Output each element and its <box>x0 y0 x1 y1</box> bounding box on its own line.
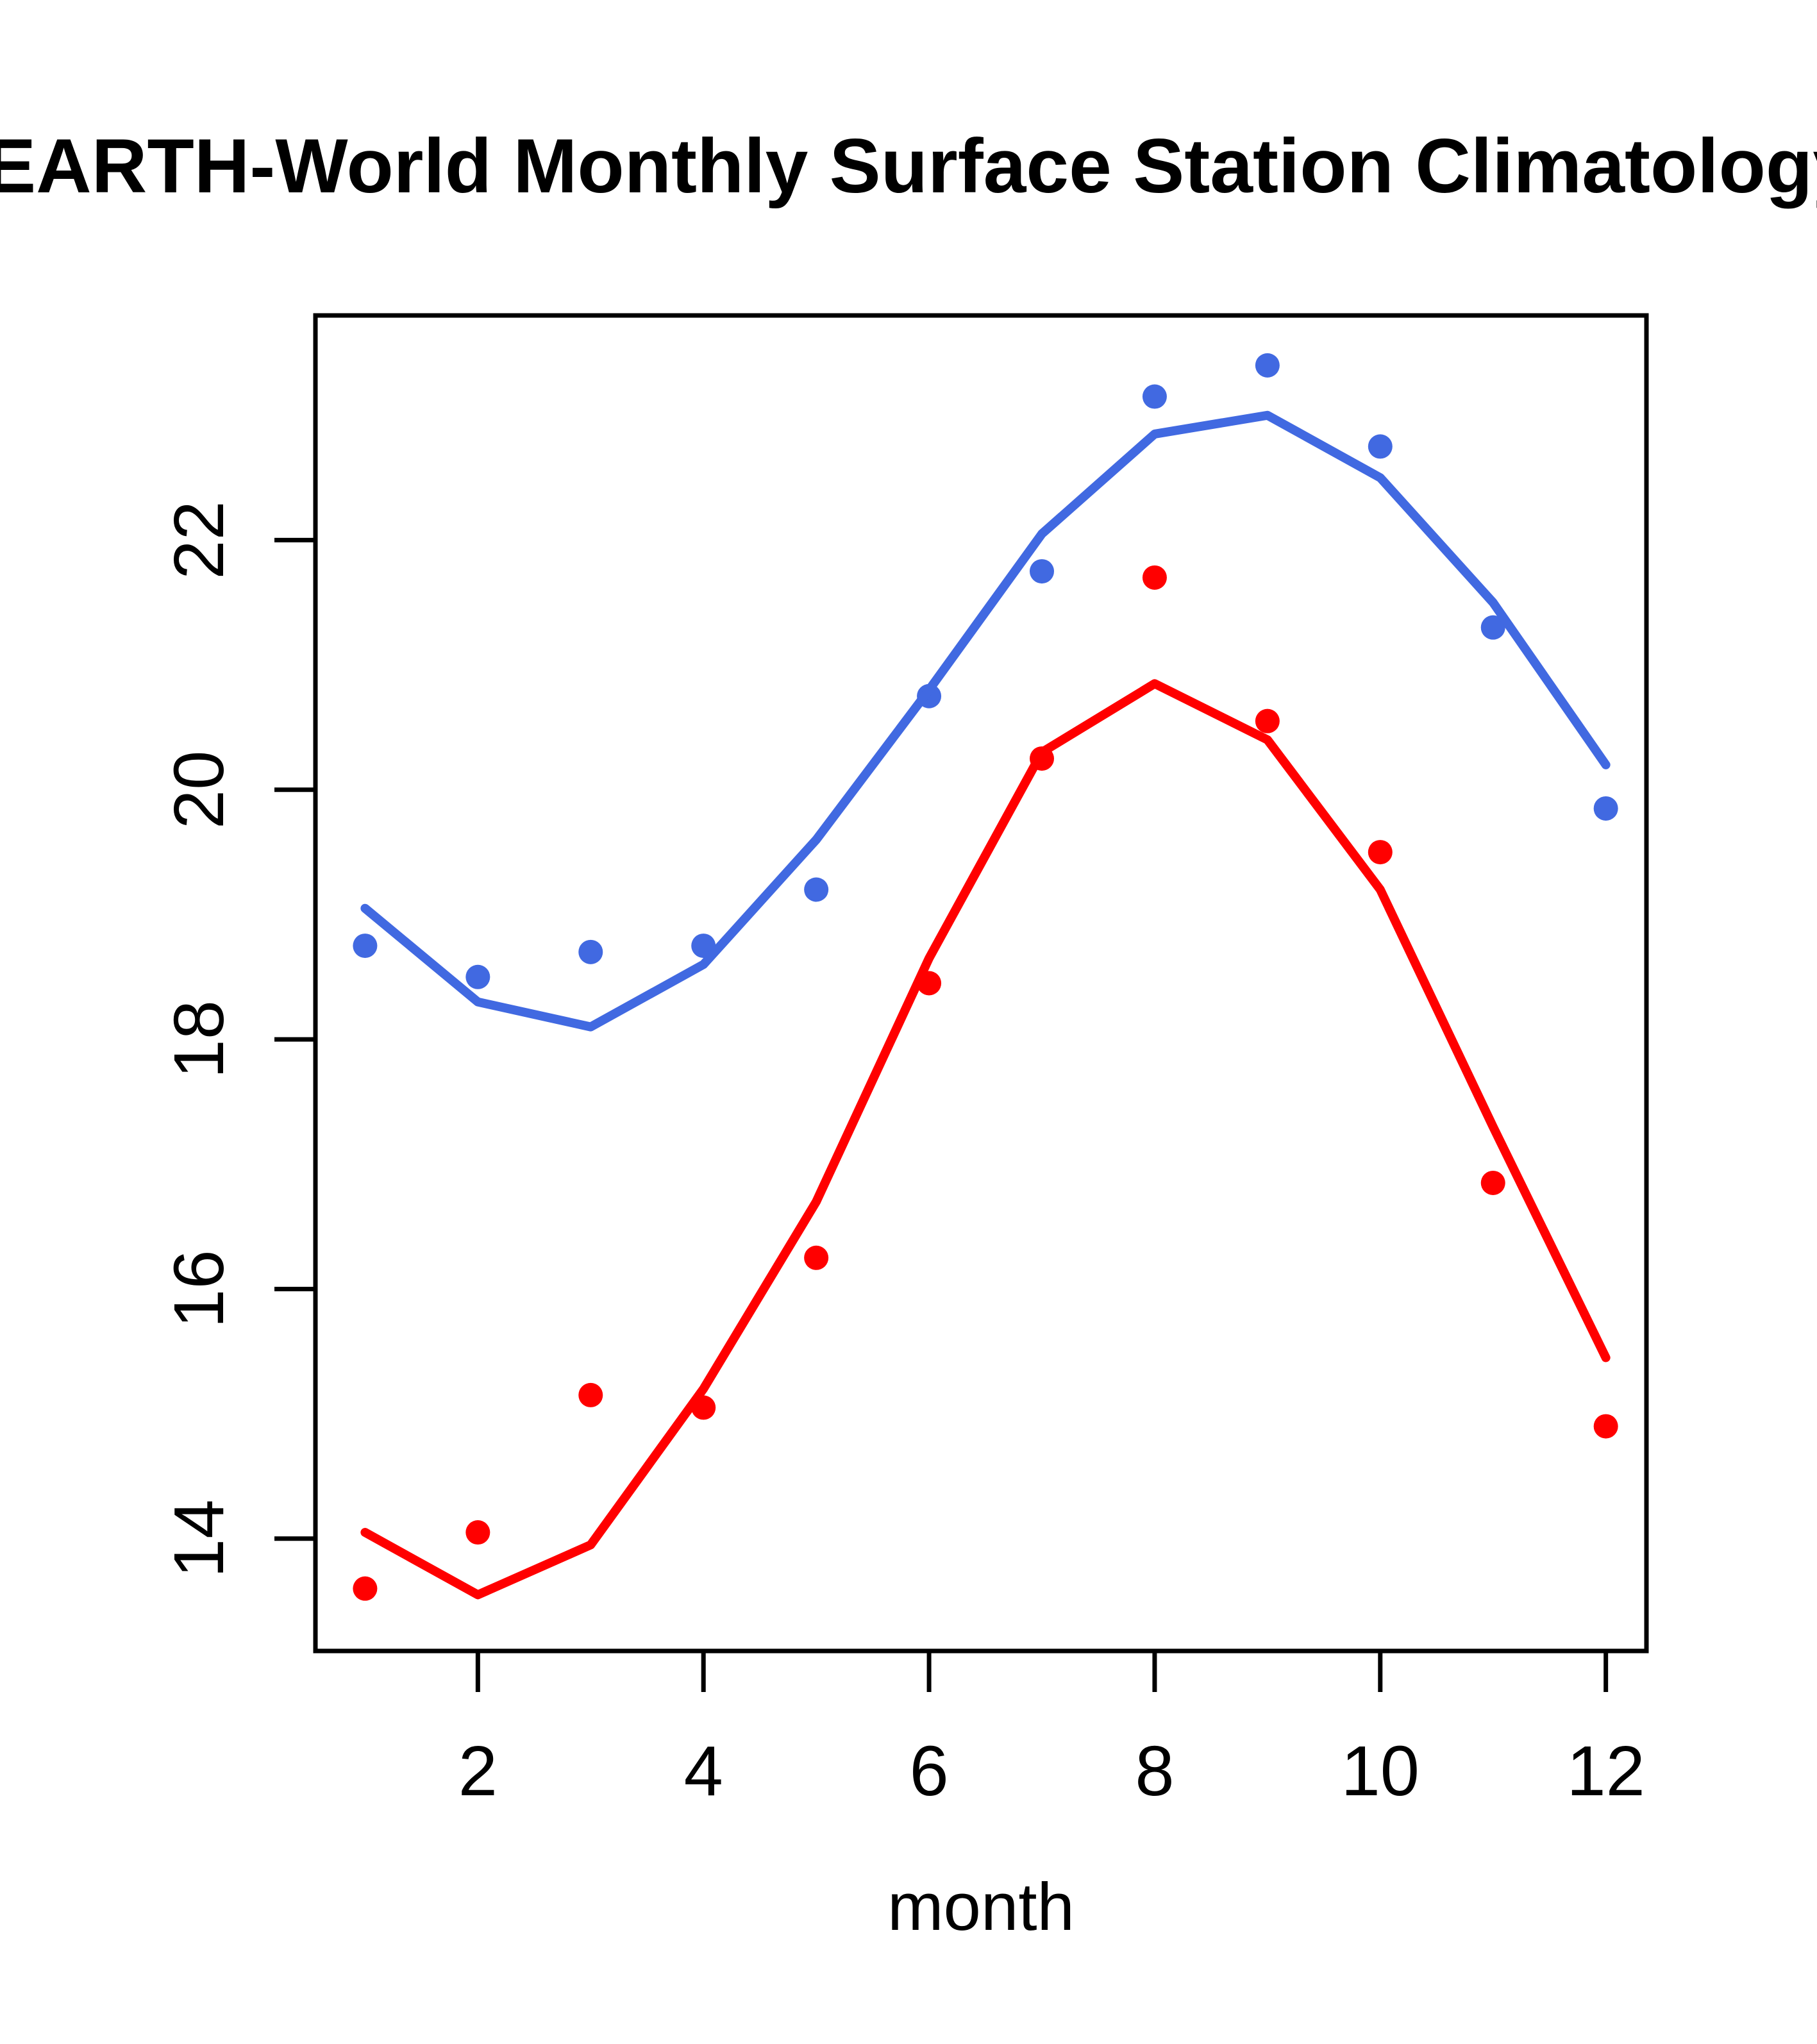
blue-dots-point <box>465 964 490 989</box>
x-tick-label: 10 <box>1341 1732 1419 1811</box>
plot-box <box>313 313 1649 1654</box>
y-tick-label: 20 <box>160 751 239 829</box>
red-dots-point <box>1368 840 1393 865</box>
chart-title: EARTH-World Monthly Surface Station Clim… <box>0 123 1817 209</box>
blue-dots-point <box>1255 353 1280 378</box>
red-dots-point <box>1142 565 1167 590</box>
blue-dots-point <box>1030 559 1055 584</box>
red-dots-point <box>465 1520 490 1545</box>
red-line-path <box>360 679 1611 1600</box>
red-dots-point <box>1593 1414 1618 1439</box>
y-tick-label: 18 <box>160 1000 239 1078</box>
red-dots-point <box>804 1245 829 1270</box>
axes-layer: 2 4 6 8 10 12 14 16 18 20 22 <box>160 501 1645 1811</box>
blue-dots-point <box>1480 615 1505 640</box>
x-tick-label: 2 <box>458 1732 498 1811</box>
blue-dots-point <box>1142 384 1167 409</box>
red-dots-point <box>1480 1170 1505 1195</box>
blue-dots-point <box>804 877 829 902</box>
red-dots-point <box>353 1576 378 1601</box>
x-tick-label: 6 <box>909 1732 948 1811</box>
y-tick-label: 22 <box>160 501 239 579</box>
x-axis-label: month <box>887 1870 1075 1945</box>
red-dots-point <box>578 1382 603 1407</box>
series-layer <box>353 353 1618 1601</box>
y-tick-label: 16 <box>160 1250 239 1328</box>
x-tick-label: 8 <box>1135 1732 1174 1811</box>
blue-dots-point <box>578 939 603 964</box>
x-tick-label: 4 <box>684 1732 723 1811</box>
blue-dots-point <box>353 934 378 959</box>
blue-dots-point <box>1593 796 1618 821</box>
red-dots-point <box>1255 708 1280 733</box>
y-tick-label: 14 <box>160 1500 239 1578</box>
x-tick-label: 12 <box>1566 1732 1645 1811</box>
blue-dots-point <box>1368 434 1393 459</box>
blue-line-path <box>360 410 1611 1032</box>
